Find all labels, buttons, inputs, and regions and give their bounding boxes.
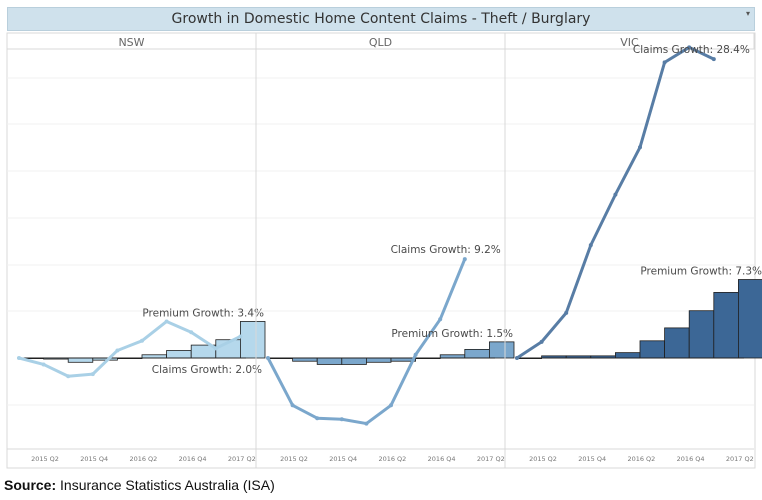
claims-point <box>315 416 320 421</box>
premium-bar <box>464 348 490 359</box>
claims-point <box>164 319 169 324</box>
x-tick-label: 2016 Q2 <box>129 455 157 463</box>
premium-bar <box>341 357 367 365</box>
claims-growth-label: Claims Growth: 28.4% <box>633 44 750 56</box>
claims-point <box>290 403 295 408</box>
claims-point <box>438 317 443 322</box>
premium-bar <box>488 341 515 359</box>
claims-point <box>90 372 95 377</box>
chart-frame <box>6 32 756 469</box>
chart-title-bar: Growth in Domestic Home Content Claims -… <box>7 7 755 31</box>
chart-title: Growth in Domestic Home Content Claims -… <box>171 11 591 27</box>
claims-point <box>413 352 418 357</box>
source-label: Source: <box>4 477 57 493</box>
premium-bar <box>316 357 343 365</box>
panel-header: QLD <box>369 36 392 49</box>
x-tick-label: 2015 Q2 <box>31 455 59 463</box>
claims-point <box>41 362 46 367</box>
x-tick-label: 2017 Q2 <box>477 455 505 463</box>
claims-line <box>266 257 467 426</box>
claims-growth-label: Claims Growth: 9.2% <box>391 244 501 256</box>
dropdown-caret-icon[interactable]: ▾ <box>745 9 750 18</box>
x-tick-label: 2015 Q2 <box>529 455 557 463</box>
claims-point <box>17 356 21 360</box>
claims-point <box>564 310 569 315</box>
x-tick-label: 2017 Q2 <box>726 455 754 463</box>
claims-point <box>66 374 71 379</box>
premium-bar <box>615 352 641 359</box>
claims-point <box>662 60 667 65</box>
claims-point <box>539 339 544 344</box>
premium-bar <box>688 310 715 359</box>
claims-point <box>613 192 618 197</box>
premium-growth-label: Premium Growth: 7.3% <box>640 266 762 278</box>
claims-line <box>17 319 242 378</box>
x-tick-label: 2015 Q4 <box>329 455 357 463</box>
x-tick-label: 2016 Q4 <box>179 455 207 463</box>
panel-qld: QLD Premium Growth: 1.5% Claims Growth: 9.… <box>255 32 515 468</box>
x-tick-label: 2015 Q2 <box>280 455 308 463</box>
premium-bar <box>664 327 690 359</box>
premium-bar <box>67 357 94 363</box>
claims-point <box>462 257 467 262</box>
claims-point <box>339 417 344 422</box>
panel-header: VIC <box>620 36 639 49</box>
claims-growth-label: Claims Growth: 2.0% <box>152 364 262 376</box>
claims-point <box>711 57 716 62</box>
claims-point <box>638 145 642 150</box>
x-tick-label: 2016 Q4 <box>428 455 456 463</box>
claims-point <box>389 403 393 408</box>
claims-point <box>687 45 692 50</box>
x-tick-label: 2017 Q2 <box>228 455 256 463</box>
premium-bar <box>738 279 762 359</box>
x-tick-label: 2016 Q2 <box>378 455 406 463</box>
x-tick-label: 2015 Q4 <box>578 455 606 463</box>
claims-point <box>515 356 519 360</box>
premium-bar <box>365 357 392 363</box>
premium-bar <box>166 350 192 359</box>
source-note: Source: Insurance Statistics Australia (… <box>4 477 275 493</box>
premium-bar <box>713 292 739 359</box>
premium-growth-label: Premium Growth: 3.4% <box>142 307 264 319</box>
source-text: Insurance Statistics Australia (ISA) <box>60 477 275 493</box>
premium-bar <box>639 340 666 359</box>
x-tick-label: 2016 Q2 <box>627 455 655 463</box>
claims-point <box>364 421 369 426</box>
claims-point <box>588 243 593 248</box>
premium-growth-label: Premium Growth: 1.5% <box>391 328 513 340</box>
claims-point <box>238 334 243 339</box>
panel-header: NSW <box>118 36 144 49</box>
claims-point <box>266 356 270 360</box>
premium-bar <box>239 321 266 359</box>
claims-point <box>213 346 218 351</box>
panel-vic: VIC Premium Growth: 7.3% Claims Growth: 28… <box>504 32 762 468</box>
claims-point <box>140 338 144 343</box>
panel-nsw: NSW Premium Growth: 3.4% Claims Growth: 2.… <box>6 32 266 463</box>
x-tick-label: 2015 Q4 <box>80 455 108 463</box>
claims-point <box>189 330 194 335</box>
claims-point <box>115 348 120 353</box>
x-tick-label: 2016 Q4 <box>677 455 705 463</box>
